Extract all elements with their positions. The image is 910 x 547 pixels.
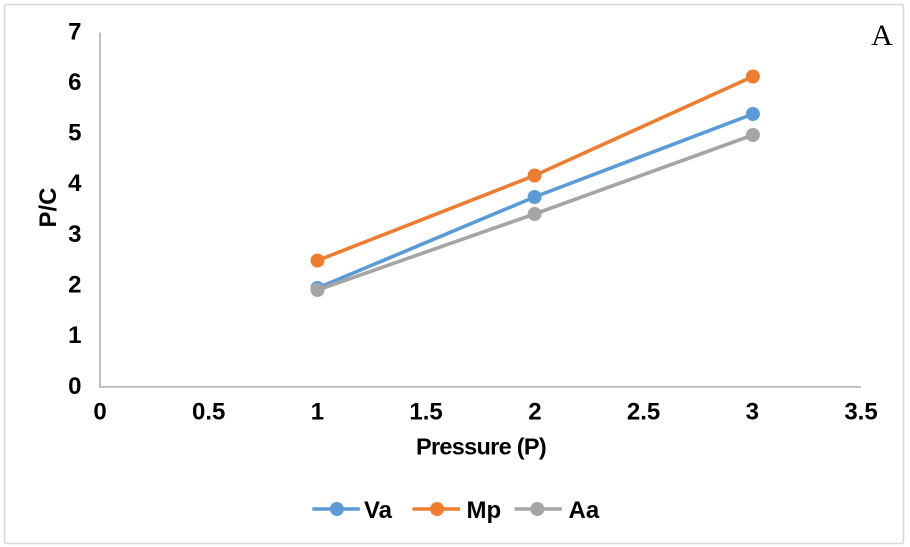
svg-text:Pressure (P): Pressure (P) <box>416 434 546 460</box>
svg-text:Mp: Mp <box>467 497 502 524</box>
svg-text:3.5: 3.5 <box>844 399 877 426</box>
svg-text:2: 2 <box>68 272 81 299</box>
svg-text:2.5: 2.5 <box>627 399 660 426</box>
svg-text:3: 3 <box>746 399 759 426</box>
svg-text:3: 3 <box>68 221 81 248</box>
svg-text:1: 1 <box>68 322 81 349</box>
svg-text:Va: Va <box>364 497 393 524</box>
svg-text:0.5: 0.5 <box>192 399 225 426</box>
svg-text:2: 2 <box>528 399 541 426</box>
svg-text:1.5: 1.5 <box>409 399 442 426</box>
svg-text:A: A <box>871 19 893 52</box>
svg-text:4: 4 <box>68 170 82 197</box>
svg-text:P/C: P/C <box>35 187 62 227</box>
svg-text:0: 0 <box>68 373 81 400</box>
svg-text:0: 0 <box>93 399 106 426</box>
svg-text:1: 1 <box>311 399 324 426</box>
svg-text:5: 5 <box>68 120 81 147</box>
svg-text:6: 6 <box>68 69 81 96</box>
svg-text:7: 7 <box>68 18 81 45</box>
svg-text:Aa: Aa <box>569 497 600 524</box>
